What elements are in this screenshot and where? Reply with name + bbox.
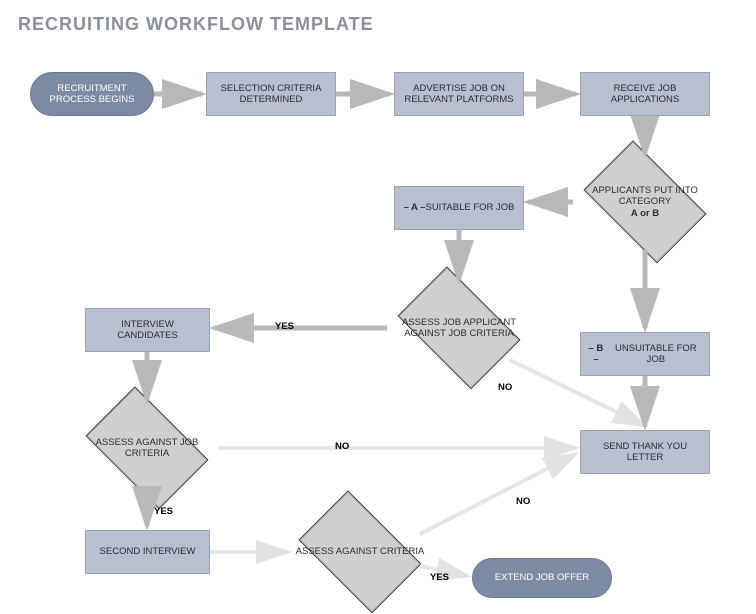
edge-label-assess2-thankyou: NO bbox=[335, 441, 349, 452]
node-thankyou: SEND THANK YOU LETTER bbox=[580, 430, 710, 474]
node-assess2: ASSESS AGAINST JOB CRITERIA bbox=[75, 400, 219, 496]
node-assess1: ASSESS JOB APPLICANT AGAINST JOB CRITERI… bbox=[387, 280, 531, 376]
node-advertise: ADVERTISE JOB ON RELEVANT PLATFORMS bbox=[394, 72, 524, 116]
page-title: RECRUITING WORKFLOW TEMPLATE bbox=[18, 14, 374, 35]
node-a_suitable: – A –SUITABLE FOR JOB bbox=[394, 186, 524, 230]
edge-assess3-thankyou bbox=[420, 454, 576, 534]
node-receive: RECEIVE JOB APPLICATIONS bbox=[580, 72, 710, 116]
node-second: SECOND INTERVIEW bbox=[85, 530, 210, 574]
edge-label-assess3-thankyou: NO bbox=[516, 496, 530, 507]
node-offer: EXTEND JOB OFFER bbox=[472, 558, 612, 598]
edge-label-assess3-offer: YES bbox=[430, 572, 449, 583]
node-assess3: ASSESS AGAINST CRITERIA bbox=[288, 504, 432, 600]
edge-label-assess1-thankyou: NO bbox=[498, 382, 512, 393]
node-interview: INTERVIEW CANDIDATES bbox=[85, 308, 210, 352]
node-categorize: APPLICANTS PUT INTO CATEGORYA or B bbox=[573, 154, 717, 250]
node-b_unsuitable: – B –UNSUITABLE FOR JOB bbox=[580, 332, 710, 376]
node-criteria: SELECTION CRITERIA DETERMINED bbox=[206, 72, 336, 116]
node-start: RECRUITMENT PROCESS BEGINS bbox=[30, 72, 154, 116]
edge-label-assess2-second: YES bbox=[154, 506, 173, 517]
edge-label-assess1-interview: YES bbox=[275, 321, 294, 332]
